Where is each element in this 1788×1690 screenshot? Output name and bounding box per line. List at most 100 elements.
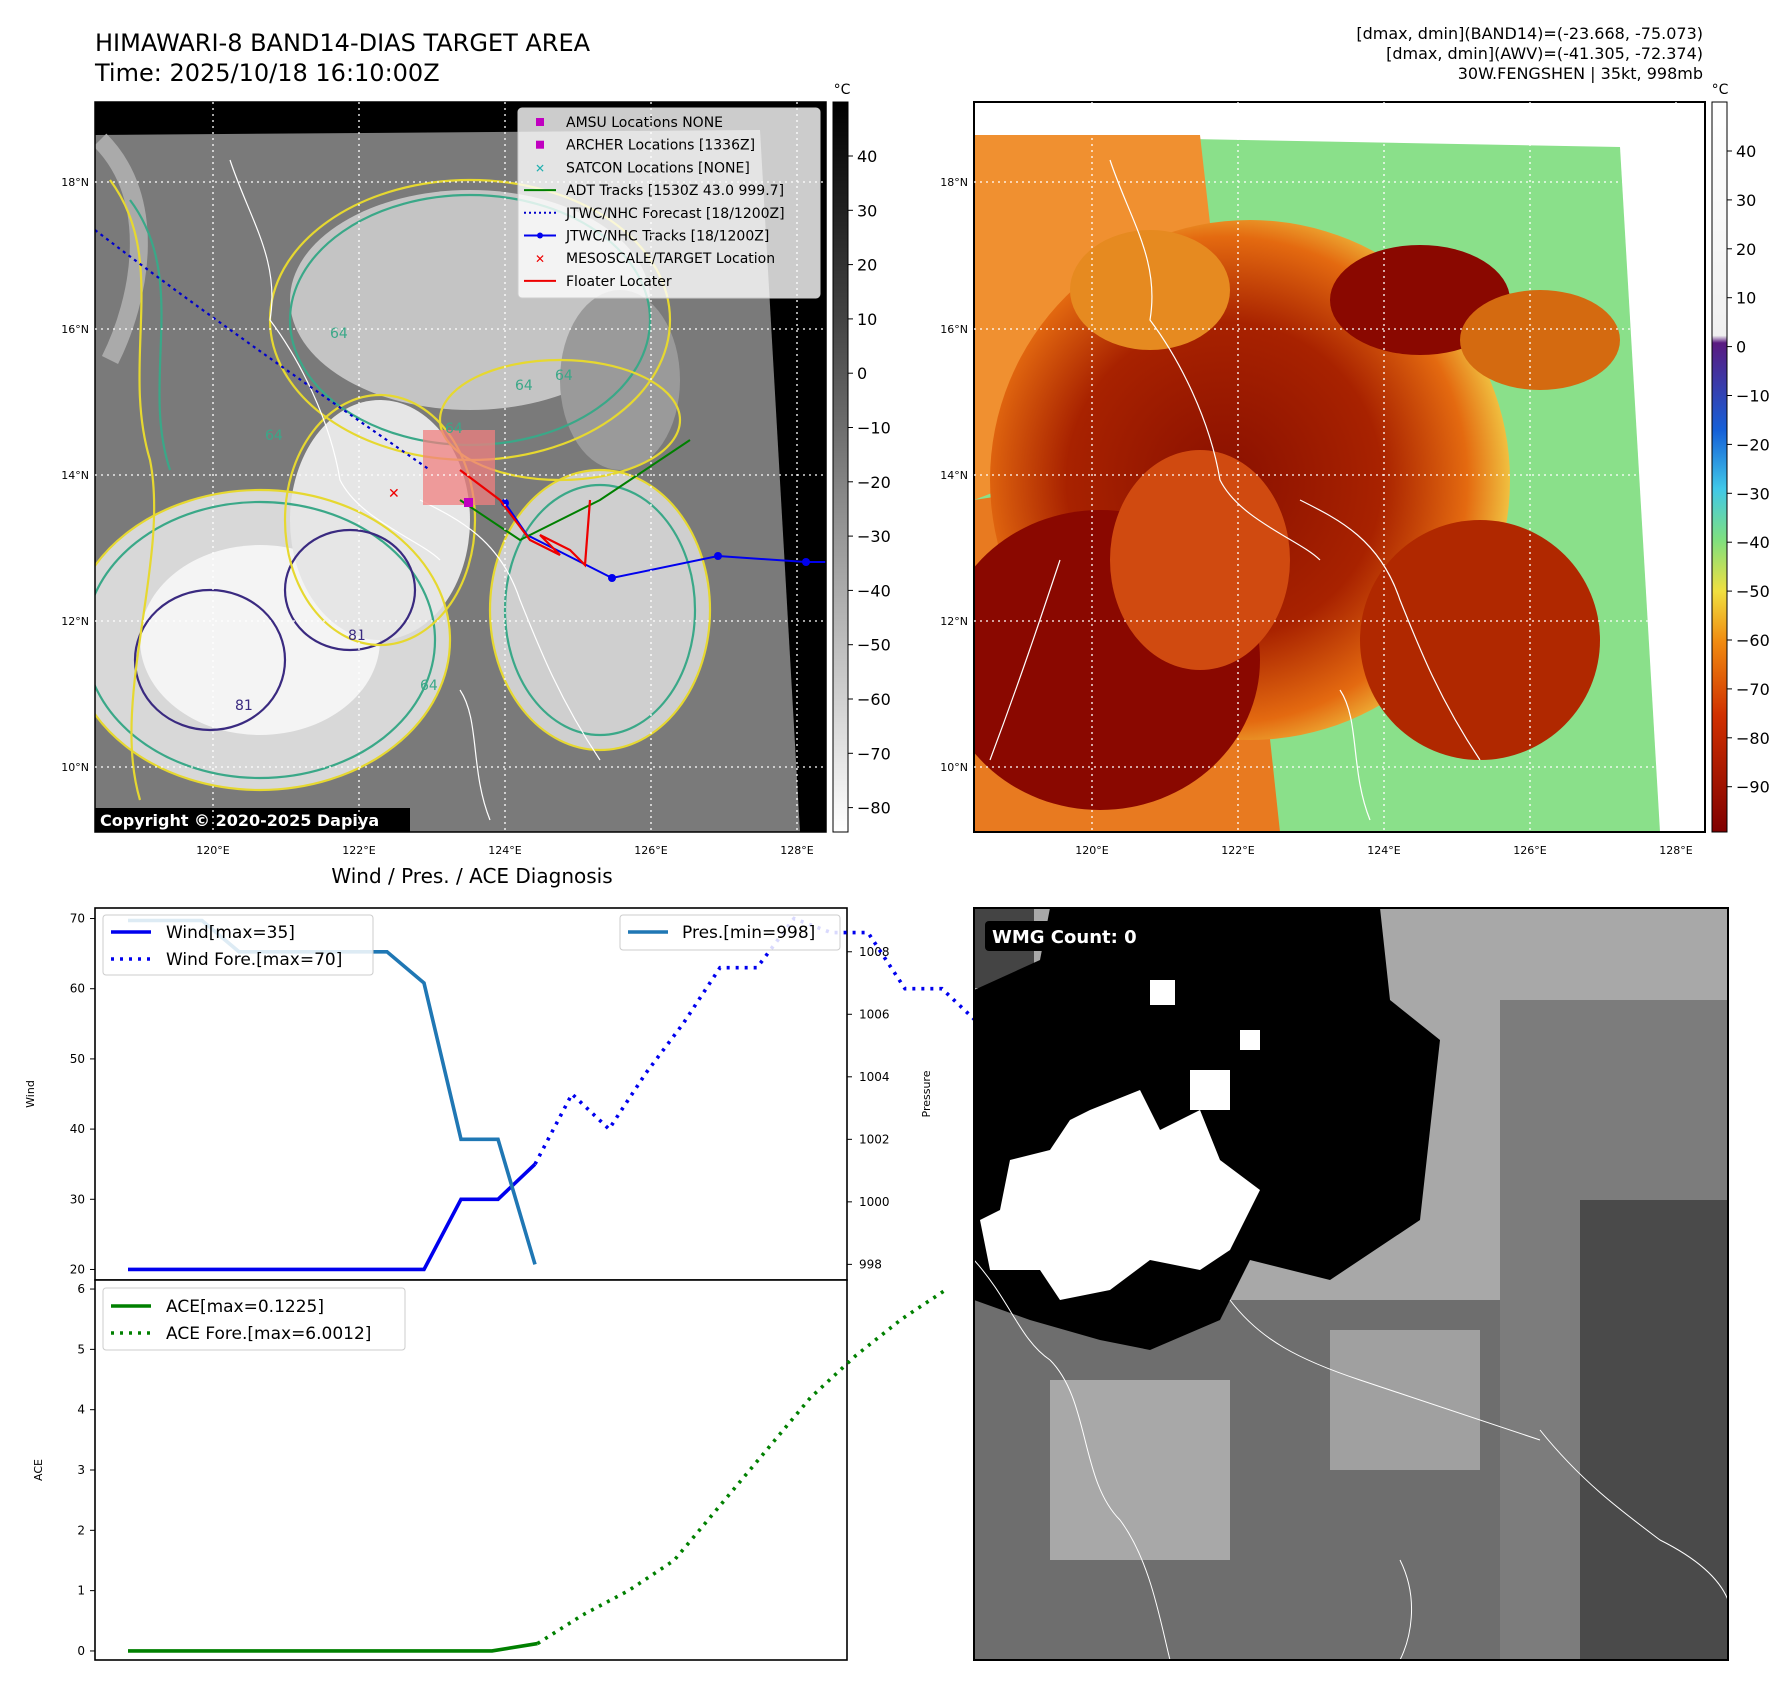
ir-cbar-tick-label: −30 — [857, 527, 891, 546]
contour-label: 64 — [555, 368, 573, 384]
ace-line — [128, 1641, 538, 1653]
legend-item: ADT Tracks [1530Z 43.0 999.7] — [524, 183, 784, 199]
legend-label: JTWC/NHC Tracks [18/1200Z] — [565, 229, 769, 245]
y2-tick-label: 1000 — [859, 1195, 890, 1209]
wmg-panel: WMG Count: 0 — [973, 907, 1729, 1661]
y-tick-label: 70 — [70, 912, 85, 926]
lat-label: 16°N — [940, 323, 968, 336]
legend-marker — [536, 118, 544, 126]
svg-text:✕: ✕ — [388, 486, 400, 502]
lat-label: 12°N — [61, 615, 89, 628]
legend-label: Pres.[min=998] — [682, 923, 815, 943]
y2-axis-label: Pressure — [920, 1070, 933, 1117]
legend-label: SATCON Locations [NONE] — [566, 160, 750, 176]
wv-cbar-tick-label: 40 — [1736, 142, 1756, 161]
wv-cbar-tick-label: −20 — [1736, 435, 1770, 454]
legend-marker — [536, 140, 544, 149]
wv-cbar-tick-label: −70 — [1736, 680, 1770, 699]
contour-label: 81 — [235, 698, 253, 714]
legend-item: JTWC/NHC Forecast [18/1200Z] — [524, 206, 785, 222]
wind-line — [128, 1162, 537, 1272]
legend-item: Floater Locater — [524, 274, 672, 290]
wv-cbar-tick-label: −30 — [1736, 484, 1770, 503]
legend-label: ARCHER Locations [1336Z] — [566, 138, 755, 154]
lat-label: 18°N — [61, 176, 89, 189]
legend-item: AMSU Locations NONE — [536, 115, 723, 131]
wv-cbar-tick-label: −90 — [1736, 778, 1770, 797]
lon-label: 120°E — [196, 844, 229, 857]
y-tick-label: 3 — [77, 1463, 85, 1477]
ace-chart: 0 1 2 3 4 5 6 ACE ACE[max=0.1225] ACE Fore.[max=6… — [32, 1279, 948, 1661]
lat-label: 10°N — [940, 761, 968, 774]
ir-cbar-tick-label: −80 — [857, 799, 891, 818]
y2-tick-label: 1002 — [859, 1132, 890, 1146]
legend-label: Wind Fore.[max=70] — [166, 950, 342, 970]
legend-marker: ✕ — [535, 161, 545, 175]
diagnosis-title: Wind / Pres. / ACE Diagnosis — [331, 864, 612, 888]
contour-label: 64 — [515, 378, 533, 394]
y-tick-label: 6 — [77, 1282, 85, 1296]
wv-map-panel — [973, 101, 1706, 833]
pressure-legend: Pres.[min=998] — [619, 914, 841, 951]
wv-cbar-tick-label: −50 — [1736, 582, 1770, 601]
lat-label: 10°N — [61, 761, 89, 774]
ace-legend: ACE[max=0.1225] ACE Fore.[max=6.0012] — [102, 1287, 406, 1351]
lat-label: 18°N — [940, 176, 968, 189]
ir-cbar-tick-label: 30 — [857, 201, 877, 220]
legend-item: ✕ MESOSCALE/TARGET Location — [535, 251, 775, 267]
ir-cbar-tick-label: −50 — [857, 636, 891, 655]
legend-label: AMSU Locations NONE — [566, 115, 723, 131]
legend-label: MESOSCALE/TARGET Location — [566, 251, 775, 267]
contour-label: 81 — [348, 628, 366, 644]
ir-map-panel: ✕ 64 64 64 64 64 81 81 64 Copyright © 20… — [94, 101, 827, 833]
wv-colorbar: °C 40 30 20 10 0 −10 −20 −30 −40 −50 −60 −70 −80 −90 — [1711, 82, 1770, 833]
legend-label: ACE[max=0.1225] — [166, 1297, 324, 1317]
ir-cbar-tick-label: 20 — [857, 256, 877, 275]
legend-item: JTWC/NHC Tracks [18/1200Z] — [524, 229, 769, 245]
y-tick-label: 2 — [77, 1523, 85, 1537]
awv-range: [dmax, dmin](AWV)=(-41.305, -72.374) — [1386, 44, 1703, 63]
y2-tick-label: 998 — [859, 1257, 882, 1271]
y2-tick-label: 1006 — [859, 1007, 890, 1021]
y-tick-label: 1 — [77, 1584, 85, 1598]
legend-label: Wind[max=35] — [166, 923, 295, 943]
copyright-label: Copyright © 2020-2025 Dapiya — [100, 811, 379, 830]
contour-label: 64 — [420, 678, 438, 694]
band14-range: [dmax, dmin](BAND14)=(-23.668, -75.073) — [1356, 24, 1703, 43]
lon-label: 126°E — [634, 844, 667, 857]
wind-pressure-chart: 20 30 40 50 60 70 998 1000 1002 1004 1006 1008 Wind P… — [24, 907, 1053, 1281]
ir-legend: AMSU Locations NONE ARCHER Locations [133… — [517, 107, 821, 299]
legend-label: ACE Fore.[max=6.0012] — [166, 1324, 371, 1344]
lon-label: 122°E — [342, 844, 375, 857]
ir-cbar-tick-label: 40 — [857, 147, 877, 166]
ir-cbar-tick-label: −10 — [857, 419, 891, 438]
ir-cbar-tick-label: −70 — [857, 744, 891, 763]
figure-time: Time: 2025/10/18 16:10:00Z — [94, 59, 440, 87]
legend-item: ARCHER Locations [1336Z] — [536, 138, 755, 154]
legend-label: ADT Tracks [1530Z 43.0 999.7] — [566, 183, 784, 199]
ir-colorbar-unit: °C — [834, 82, 851, 98]
lon-label: 120°E — [1075, 844, 1108, 857]
wv-cbar-tick-label: 0 — [1736, 338, 1746, 357]
wv-colorbar-unit: °C — [1712, 82, 1729, 98]
y-tick-label: 60 — [70, 982, 85, 996]
ir-cbar-tick-label: 0 — [857, 364, 867, 383]
y-tick-label: 30 — [70, 1192, 85, 1206]
lat-label: 14°N — [61, 469, 89, 482]
lat-label: 14°N — [940, 469, 968, 482]
y-tick-label: 5 — [77, 1342, 85, 1356]
ir-cbar-tick-label: −60 — [857, 690, 891, 709]
wv-cbar-tick-label: −10 — [1736, 387, 1770, 406]
wv-cbar-tick-label: −40 — [1736, 533, 1770, 552]
ir-cbar-tick-label: −40 — [857, 581, 891, 600]
wv-cbar-tick-label: 30 — [1736, 191, 1756, 210]
y2-tick-label: 1008 — [859, 945, 890, 959]
lon-label: 122°E — [1221, 844, 1254, 857]
wind-legend: Wind[max=35] Wind Fore.[max=70] — [102, 914, 374, 976]
legend-label: Floater Locater — [566, 274, 672, 290]
storm-info: 30W.FENGSHEN | 35kt, 998mb — [1458, 64, 1703, 83]
y-tick-label: 50 — [70, 1052, 85, 1066]
legend-item: ✕ SATCON Locations [NONE] — [535, 160, 750, 176]
y-axis-label: ACE — [32, 1459, 45, 1481]
legend-marker-dot — [537, 232, 543, 239]
